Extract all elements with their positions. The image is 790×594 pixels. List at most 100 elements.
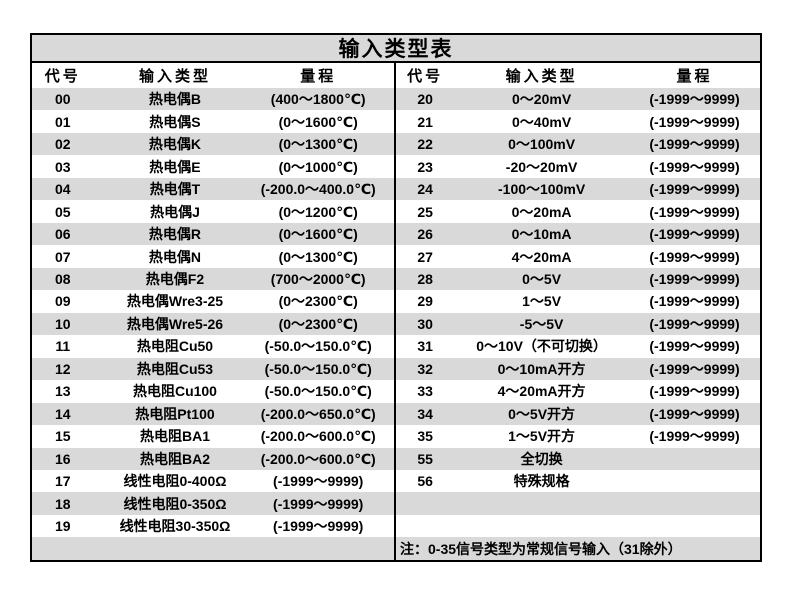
cell-range: (-200.0～600.0℃) bbox=[260, 450, 376, 467]
table-row: 25 0～20mA (-1999～9999) bbox=[396, 200, 760, 222]
cell-type: 热电偶B bbox=[148, 91, 202, 108]
table-row: 07 热电偶N (0～1300℃) bbox=[32, 245, 394, 267]
cell-range: (0～1600℃) bbox=[278, 113, 358, 130]
cell-code: 03 bbox=[54, 158, 71, 175]
table-left-half: 代号 输入类型 量程 00 热电偶B (400～1800℃) 01 热电偶S (0～160… bbox=[32, 63, 396, 560]
table-row: 02 热电偶K (0～1300℃) bbox=[32, 132, 394, 156]
cell-type: 0～10V（不可切换） bbox=[476, 338, 607, 355]
cell-range: (700～2000℃) bbox=[270, 270, 366, 287]
table-row: 33 4～20mA开方 (-1999～9999) bbox=[396, 380, 760, 402]
table-row: 23 -20～20mV (-1999～9999) bbox=[396, 155, 760, 177]
cell-type: 1～5V开方 bbox=[508, 428, 576, 445]
cell-code: 25 bbox=[417, 203, 433, 220]
cell-type: 热电偶K bbox=[148, 136, 202, 153]
input-type-table: 输入类型表 代号 输入类型 量程 00 热电偶B (400～1800℃) 01 热电偶S… bbox=[30, 33, 762, 562]
cell-range: (0～2300℃) bbox=[278, 293, 358, 310]
cell-code: 34 bbox=[417, 405, 433, 422]
cell-type: 热电偶F2 bbox=[145, 270, 205, 287]
cell-type: 热电阻Cu50 bbox=[136, 338, 214, 355]
cell-range: (-1999～9999) bbox=[649, 203, 740, 220]
cell-range: (0～2300℃) bbox=[278, 315, 358, 332]
cell-code: 05 bbox=[54, 203, 71, 220]
cell-code: 06 bbox=[54, 226, 71, 243]
cell-range: (-1999～9999) bbox=[273, 495, 364, 512]
cell-code: 28 bbox=[417, 270, 433, 287]
table-row: 11 热电阻Cu50 (-50.0～150.0℃) bbox=[32, 335, 394, 357]
cell-code: 24 bbox=[417, 181, 433, 198]
cell-type: 热电阻Cu100 bbox=[132, 383, 217, 400]
cell-code: 21 bbox=[417, 113, 433, 130]
cell-code: 55 bbox=[417, 450, 433, 467]
cell-type: 0～5V bbox=[522, 270, 562, 287]
column-header-code: 代号 bbox=[407, 68, 444, 85]
table-row: 17 线性电阻0-400Ω (-1999～9999) bbox=[32, 470, 394, 492]
cell-type: 热电阻BA1 bbox=[139, 428, 210, 445]
cell-code: 16 bbox=[54, 450, 71, 467]
table-row: 08 热电偶F2 (700～2000℃) bbox=[32, 267, 394, 291]
cell-code: 29 bbox=[417, 293, 433, 310]
table-row: 10 热电偶Wre5-26 (0～2300℃) bbox=[32, 312, 394, 336]
table-row: 35 1～5V开方 (-1999～9999) bbox=[396, 425, 760, 447]
cell-type: 0～20mV bbox=[512, 91, 572, 108]
table-row: 05 热电偶J (0～1200℃) bbox=[32, 200, 394, 222]
cell-range: (0～1300℃) bbox=[278, 136, 358, 153]
cell-code: 00 bbox=[54, 91, 71, 108]
table-row: 34 0～5V开方 (-1999～9999) bbox=[396, 402, 760, 426]
table-row: 29 1～5V (-1999～9999) bbox=[396, 290, 760, 312]
table-row: 09 热电偶Wre3-25 (0～2300℃) bbox=[32, 290, 394, 312]
cell-range: (-200.0～600.0℃) bbox=[260, 428, 376, 445]
table-row: 19 线性电阻30-350Ω (-1999～9999) bbox=[32, 515, 394, 537]
table-row: 06 热电偶R (0～1600℃) bbox=[32, 222, 394, 246]
table-row: 28 0～5V (-1999～9999) bbox=[396, 267, 760, 291]
cell-type: 1～5V bbox=[522, 293, 562, 310]
column-header-range: 量程 bbox=[300, 68, 337, 85]
table-row: 55 全切换 bbox=[396, 447, 760, 470]
cell-code: 22 bbox=[417, 136, 433, 153]
cell-type: 热电偶E bbox=[149, 158, 201, 175]
cell-range: (0～1300℃) bbox=[278, 248, 358, 265]
table-body: 代号 输入类型 量程 00 热电偶B (400～1800℃) 01 热电偶S (0～160… bbox=[32, 63, 760, 560]
column-header-code: 代号 bbox=[44, 68, 81, 85]
cell-type: 热电阻Cu53 bbox=[136, 360, 214, 377]
table-row: 03 热电偶E (0～1000℃) bbox=[32, 155, 394, 177]
table-row: 56 特殊规格 bbox=[396, 470, 760, 492]
cell-type: 热电偶S bbox=[149, 113, 201, 130]
cell-type: 线性电阻30-350Ω bbox=[119, 518, 231, 535]
table-row: 16 热电阻BA2 (-200.0～600.0℃) bbox=[32, 447, 394, 470]
cell-code: 31 bbox=[417, 338, 433, 355]
cell-code: 14 bbox=[54, 405, 71, 422]
cell-type: 0～40mV bbox=[512, 113, 572, 130]
cell-range: (0～1200℃) bbox=[278, 203, 358, 220]
cell-range: (-50.0～150.0℃) bbox=[264, 383, 372, 400]
table-row: 15 热电阻BA1 (-200.0～600.0℃) bbox=[32, 425, 394, 447]
cell-type: 热电偶T bbox=[149, 181, 201, 198]
cell-range: (-1999～9999) bbox=[649, 181, 740, 198]
table-right-half: 代号 输入类型 量程 20 0～20mV (-1999～9999) 21 0～40mV (… bbox=[396, 63, 760, 560]
cell-code: 04 bbox=[54, 181, 71, 198]
table-title: 输入类型表 bbox=[32, 35, 760, 63]
cell-type: 热电偶Wre5-26 bbox=[126, 315, 224, 332]
cell-range: (-50.0～150.0℃) bbox=[264, 360, 372, 377]
cell-code: 01 bbox=[54, 113, 71, 130]
cell-range: (-1999～9999) bbox=[649, 248, 740, 265]
cell-range: (-1999～9999) bbox=[649, 136, 740, 153]
cell-range: (400～1800℃) bbox=[270, 91, 366, 108]
cell-type: 0～10mA bbox=[511, 226, 572, 243]
cell-range: (-200.0～400.0℃) bbox=[260, 181, 376, 198]
column-header-type: 输入类型 bbox=[138, 68, 211, 85]
table-row bbox=[32, 537, 394, 560]
cell-type: 0～100mV bbox=[508, 136, 576, 153]
cell-code: 23 bbox=[417, 158, 433, 175]
cell-range: (-1999～9999) bbox=[649, 158, 740, 175]
cell-code: 35 bbox=[417, 428, 433, 445]
cell-range: (-1999～9999) bbox=[649, 315, 740, 332]
cell-type: 0～20mA bbox=[511, 203, 572, 220]
cell-type: 0～10mA开方 bbox=[497, 360, 586, 377]
table-row: 00 热电偶B (400～1800℃) bbox=[32, 88, 394, 111]
cell-code: 15 bbox=[54, 428, 71, 445]
column-header-type: 输入类型 bbox=[505, 68, 578, 85]
table-row: 32 0～10mA开方 (-1999～9999) bbox=[396, 357, 760, 381]
cell-code: 56 bbox=[417, 473, 433, 490]
cell-code: 32 bbox=[417, 360, 433, 377]
table-row: 24 -100～100mV (-1999～9999) bbox=[396, 177, 760, 201]
